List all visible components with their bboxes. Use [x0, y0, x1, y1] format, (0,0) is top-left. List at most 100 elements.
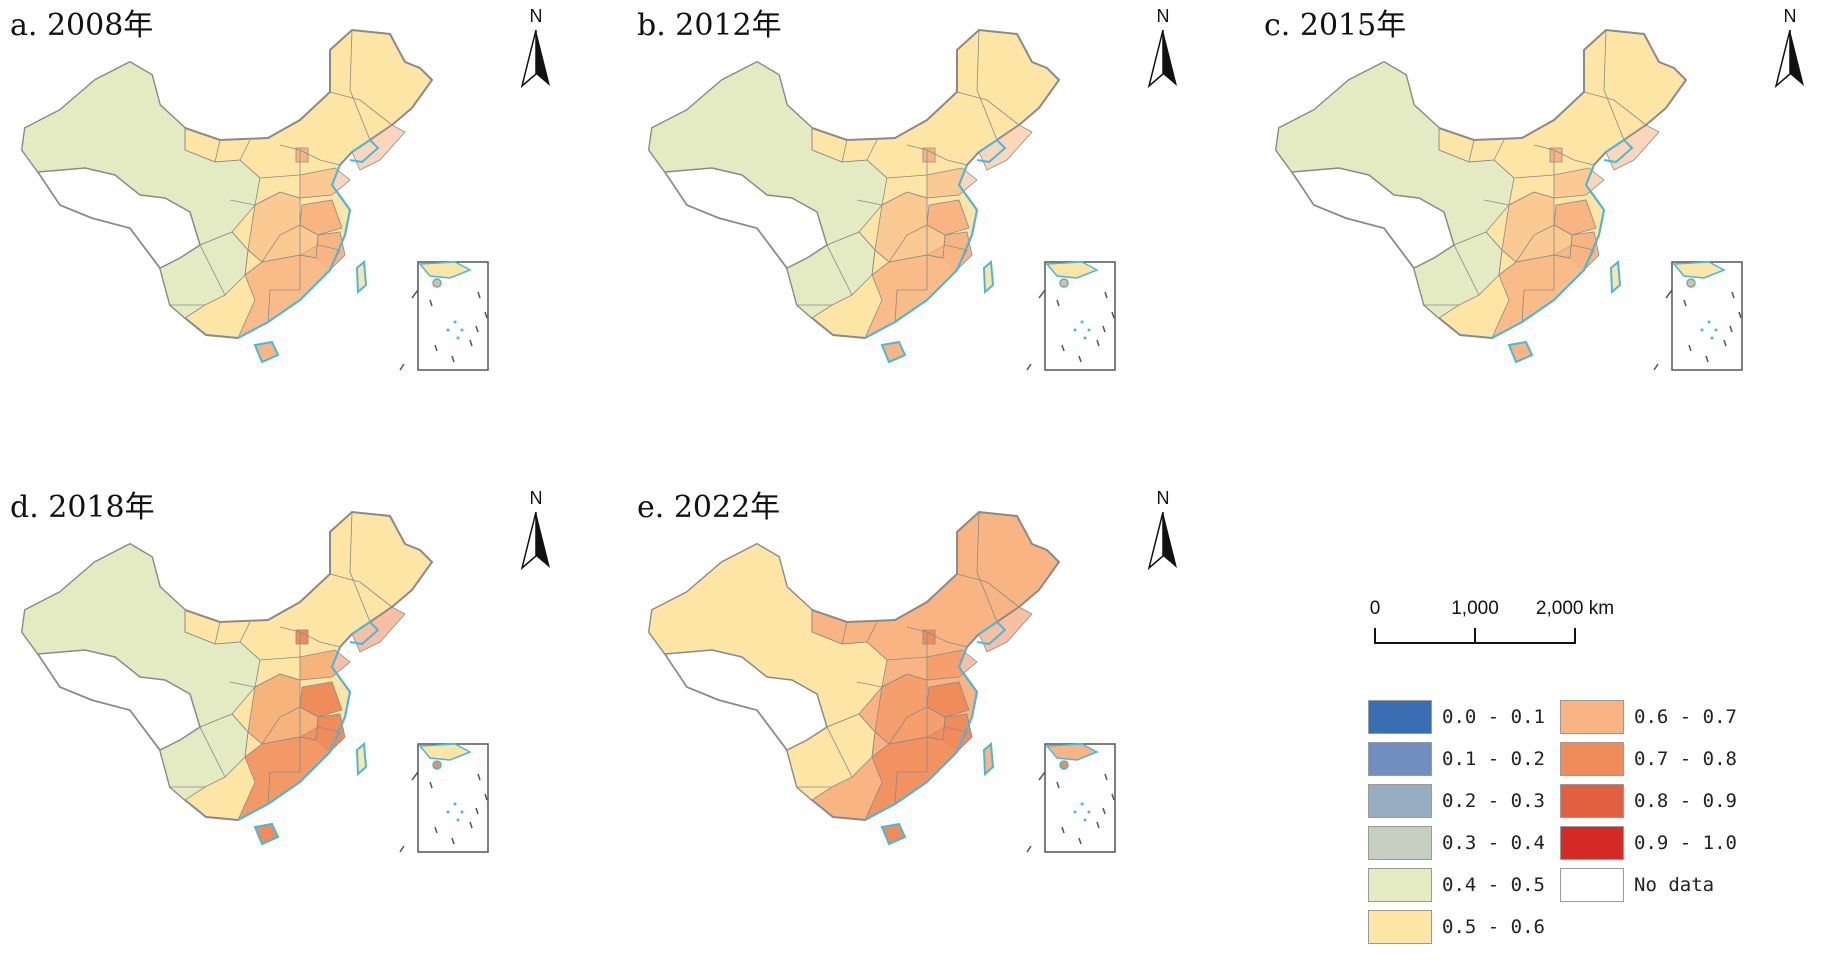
legend-label: 0.6 - 0.7 [1634, 706, 1737, 728]
province-border [199, 244, 226, 296]
south-china-sea-inset [1044, 261, 1116, 371]
inset-dash-line [1104, 291, 1108, 299]
province-border [906, 626, 968, 648]
inset-dash-line [1061, 826, 1065, 834]
legend-swatch [1560, 868, 1624, 902]
south-china-sea-inset [417, 261, 489, 371]
legend-swatch [1560, 784, 1624, 818]
province-border [866, 139, 878, 161]
province-border [926, 736, 944, 772]
province-border [886, 174, 928, 179]
province-border [1583, 91, 1647, 126]
province-border [214, 139, 221, 163]
province-border [259, 656, 301, 661]
legend-label: 0.9 - 1.0 [1634, 832, 1737, 854]
inset-island [1700, 328, 1704, 332]
legend-swatch [1368, 826, 1432, 860]
province-border [874, 249, 890, 263]
inset-island [1087, 810, 1091, 814]
province-border [1501, 249, 1517, 263]
province-border [229, 681, 256, 688]
island-mark [411, 771, 419, 781]
province-border [229, 199, 256, 206]
inset-mainland [418, 261, 472, 279]
province-border [299, 736, 317, 772]
china-map [1274, 28, 1743, 371]
region-shandong [1553, 167, 1605, 199]
panel-title: a. 2008年 [10, 8, 154, 43]
south-china-sea-inset [417, 743, 489, 853]
legend-swatch [1368, 868, 1432, 902]
province-border [239, 621, 251, 643]
island-mark [1038, 289, 1046, 299]
inset-island [1083, 818, 1087, 822]
legend-item: 0.6 - 0.7 [1560, 700, 1737, 734]
scale-bar: 0 1,000 2,000 km [1370, 598, 1614, 648]
inset-island [1080, 320, 1084, 324]
north-arrow-icon [1147, 512, 1177, 571]
legend-label: 0.2 - 0.3 [1442, 790, 1545, 812]
map-panel-2015: c. 2015年 [1254, 0, 1814, 440]
province-border [826, 244, 853, 296]
inset-hainan [1059, 760, 1069, 770]
region-shandong [926, 167, 978, 199]
north-arrow-icon [520, 512, 550, 571]
legend-item: 0.2 - 0.3 [1368, 784, 1545, 818]
legend-swatch [1368, 910, 1432, 944]
province-border [926, 254, 944, 290]
south-china-sea-inset [1671, 261, 1743, 371]
region-beijing [922, 147, 936, 163]
inset-island [460, 328, 464, 332]
island-mark [1038, 771, 1046, 781]
inset-island [460, 810, 464, 814]
island-mark [411, 289, 419, 299]
china-map [20, 28, 489, 371]
province-border [259, 174, 301, 179]
legend-item: 0.1 - 0.2 [1368, 742, 1545, 776]
province-border [254, 673, 301, 688]
region-beijing [295, 147, 309, 163]
island-mark [1665, 289, 1673, 299]
north-label: N [529, 6, 543, 26]
legend-label: 0.5 - 0.6 [1442, 916, 1545, 938]
bohai-coast [976, 138, 1007, 164]
legend-item: 0.5 - 0.6 [1368, 910, 1545, 944]
panel-title: b. 2012年 [637, 8, 782, 43]
north-label: N [529, 488, 543, 508]
inset-dash-line [1723, 339, 1727, 347]
legend-label: 0.8 - 0.9 [1634, 790, 1737, 812]
province-border [267, 289, 300, 323]
panel-title: c. 2015年 [1264, 8, 1407, 43]
hainan-island [1507, 340, 1534, 364]
inset-dash-line [1078, 355, 1082, 363]
province-border [199, 726, 226, 778]
province-border [279, 626, 341, 648]
island-mark [1653, 363, 1659, 371]
province-border [1515, 224, 1555, 263]
inset-mainland [1045, 743, 1099, 761]
taiwan-island [355, 259, 368, 295]
inset-dash-line [1102, 807, 1106, 815]
province-border [214, 621, 221, 645]
north-arrow: N [516, 6, 556, 96]
legend: 0.0 - 0.1 0.1 - 0.2 0.2 - 0.3 0.3 - 0.4 … [1368, 700, 1808, 960]
coastline [864, 164, 979, 339]
taiwan-island [982, 741, 995, 777]
inset-dash-line [475, 325, 479, 333]
legend-swatch [1368, 700, 1432, 734]
inset-dash-line [1061, 344, 1065, 352]
legend-item: 0.9 - 1.0 [1560, 826, 1737, 860]
island-mark [399, 363, 405, 371]
north-arrow: N [1143, 6, 1183, 96]
province-border [261, 224, 301, 263]
province-border [976, 511, 998, 623]
legend-swatch [1368, 742, 1432, 776]
north-arrow: N [516, 488, 556, 578]
inset-hainan [432, 278, 442, 288]
province-border [894, 771, 927, 805]
province-border [894, 289, 927, 323]
inset-dash-line [1102, 325, 1106, 333]
inset-dash-line [451, 355, 455, 363]
province-border [841, 621, 848, 645]
inset-dash-line [1111, 793, 1115, 801]
